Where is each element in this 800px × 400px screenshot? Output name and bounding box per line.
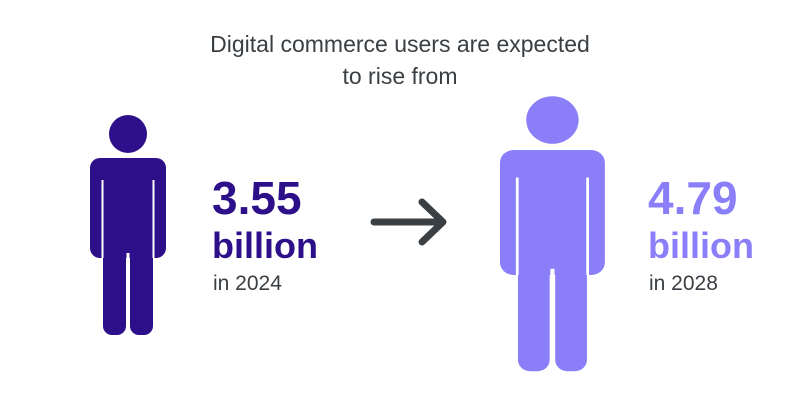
title-line: Digital commerce users are expected bbox=[210, 31, 590, 57]
arrow bbox=[370, 198, 447, 246]
title-line: to rise from bbox=[342, 63, 457, 89]
person-icon bbox=[88, 113, 168, 337]
stat-period: in 2024 bbox=[213, 272, 282, 295]
stat-period: in 2028 bbox=[649, 272, 718, 295]
stat-value: 4.79 bbox=[648, 172, 738, 224]
stat-unit: billion bbox=[648, 225, 754, 266]
stat-unit: billion bbox=[212, 225, 318, 266]
person-icon bbox=[500, 96, 605, 371]
stat-value: 3.55 bbox=[212, 172, 302, 224]
